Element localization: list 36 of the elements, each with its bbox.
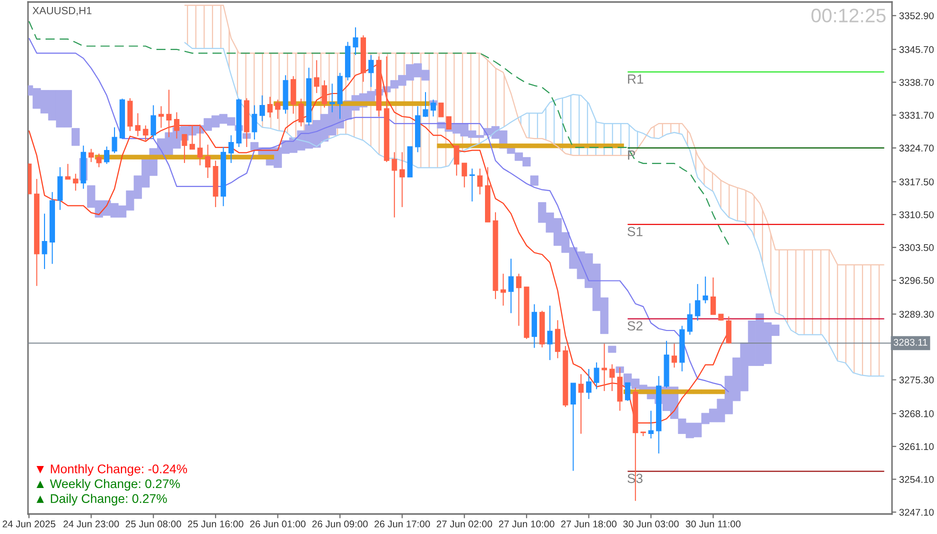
y-tick-label: 3268.10 [899, 410, 934, 418]
y-tick-label: 3254.10 [899, 476, 934, 483]
x-tick-label: 30 Jun 11:00 [686, 520, 741, 528]
series-label: S2 [628, 321, 642, 331]
x-tick-label: 27 Jun 10:00 [498, 520, 554, 528]
x-tick-label: 27 Jun 18:00 [561, 520, 617, 528]
x-tick-label: 25 Jun 08:00 [126, 520, 182, 528]
annotation: ▼ Monthly Change: -0.24% [36, 464, 188, 476]
annotation: ▲ Weekly Change: 0.27% [36, 478, 180, 491]
series-label: R1 [628, 74, 644, 84]
y-tick-label: 3296.50 [899, 277, 934, 284]
y-tick-label: 3331.70 [899, 112, 934, 119]
y-tick-label: 3324.70 [899, 144, 934, 152]
x-tick-label: 26 Jun 17:00 [374, 520, 430, 528]
y-tick-label: 3352.90 [899, 12, 934, 20]
y-tick-label: 3338.70 [899, 78, 934, 86]
series-label: S1 [628, 226, 642, 236]
annotation: 00:12:25 [811, 8, 886, 22]
y-tick-label: 3345.70 [899, 46, 934, 54]
x-tick-label: 26 Jun 09:00 [312, 520, 368, 528]
x-tick-label: 30 Jun 03:00 [623, 520, 679, 528]
y-tick-label: 3303.50 [899, 244, 934, 252]
x-tick-label: 24 Jun 23:00 [64, 520, 119, 528]
y-tick-label: 3289.30 [899, 310, 934, 318]
x-tick-label: 26 Jun 01:00 [250, 520, 306, 528]
y-tick-label: 3275.30 [899, 376, 934, 384]
y-tick-label: 3310.50 [899, 211, 934, 218]
x-tick-label: 24 Jun 2025 [2, 520, 56, 528]
annotation: ▲ Daily Change: 0.27% [36, 494, 167, 506]
y-tick-label: 3261.10 [899, 443, 934, 450]
x-tick-label: 27 Jun 02:00 [436, 520, 492, 528]
ref-line-label: 3283.11 [894, 338, 928, 346]
chart-title: XAUUSD,H1 [32, 6, 92, 16]
y-tick-label: 3247.10 [899, 508, 934, 516]
y-tick-label: 3317.50 [899, 178, 934, 186]
x-tick-label: 25 Jun 16:00 [188, 520, 244, 528]
